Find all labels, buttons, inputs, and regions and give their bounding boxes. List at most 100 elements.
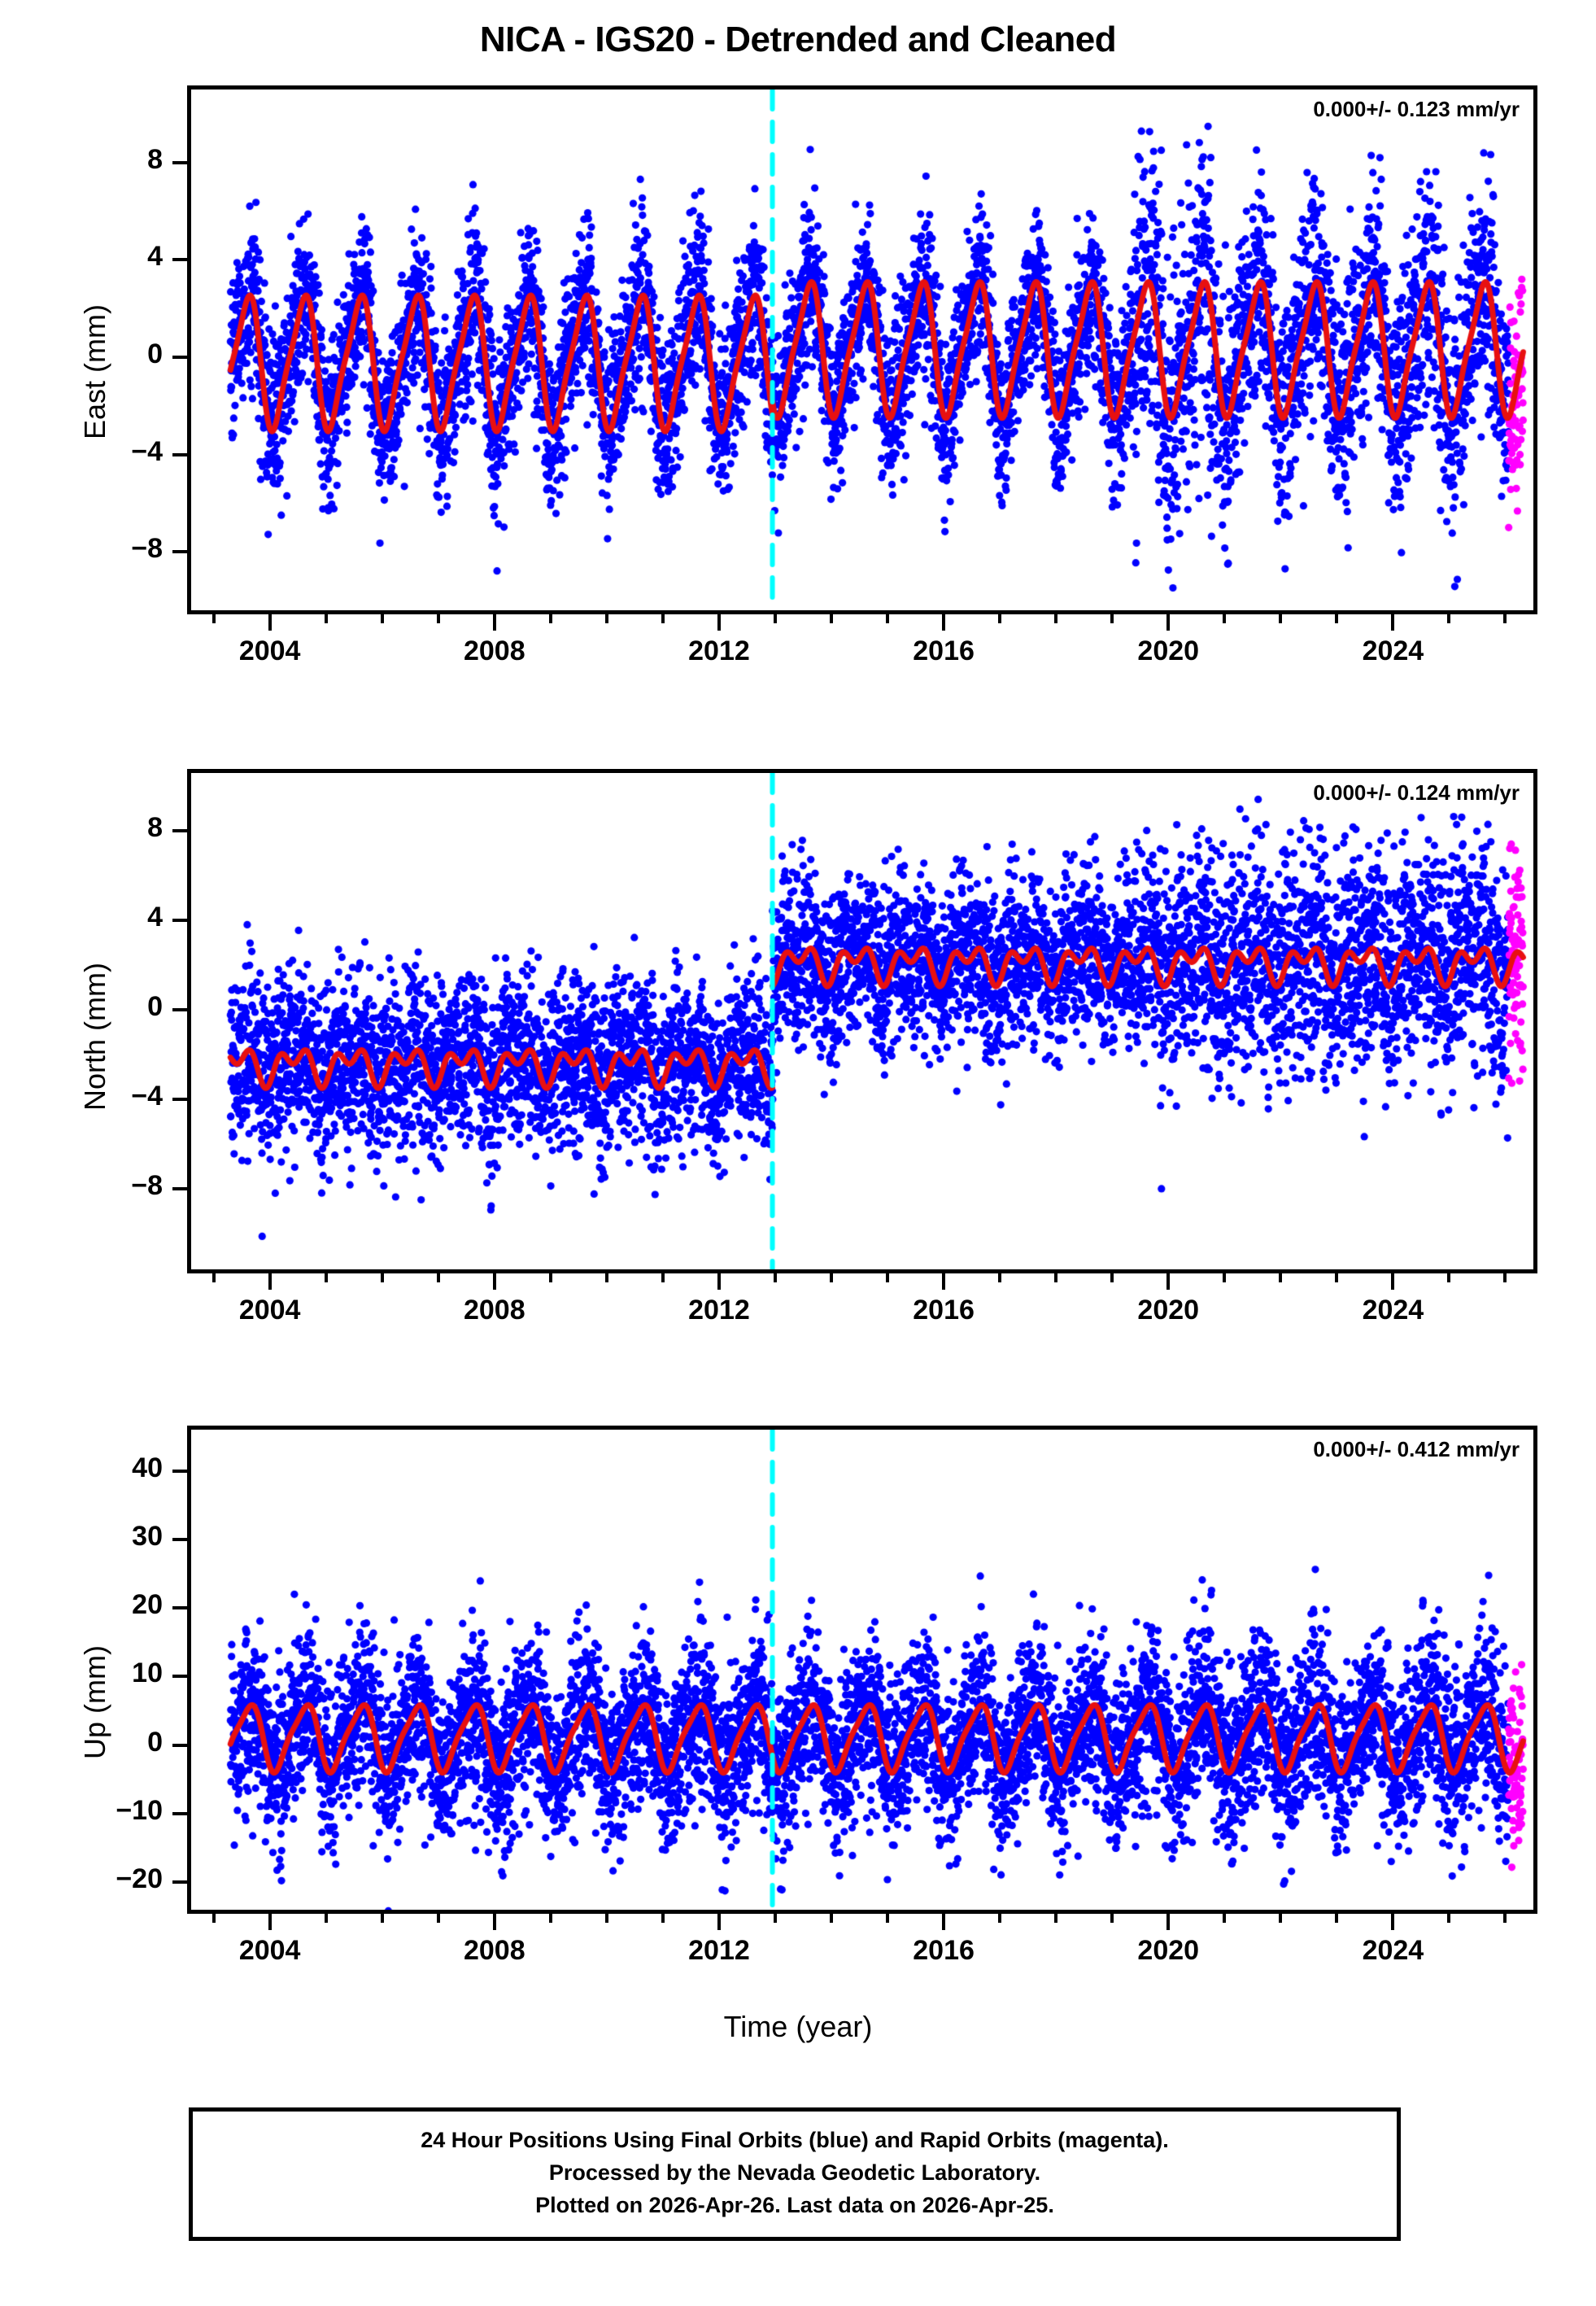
x-minor-tick-east-2015 [886, 614, 890, 623]
y-tick-up--20 [172, 1880, 187, 1885]
x-minor-tick-up-2007 [436, 1914, 440, 1923]
x-major-tick-north-2016 [942, 1273, 946, 1290]
x-major-tick-up-2008 [492, 1914, 496, 1930]
x-major-tick-up-2024 [1391, 1914, 1395, 1930]
x-tick-label-east-2004: 2004 [238, 635, 301, 666]
x-major-tick-east-2024 [1391, 614, 1395, 631]
x-tick-label-north-2024: 2024 [1362, 1295, 1424, 1326]
y-tick-label-up-20: 20 [132, 1589, 163, 1621]
x-minor-tick-up-2018 [1054, 1914, 1058, 1923]
timeseries-plot-east [191, 90, 1533, 610]
plot-panel-north: 0.000+/- 0.124 mm/yr [187, 769, 1537, 1273]
x-tick-label-east-2012: 2012 [688, 635, 750, 666]
x-minor-tick-north-2023 [1335, 1273, 1339, 1282]
x-minor-tick-east-2007 [436, 614, 440, 623]
x-minor-tick-north-2015 [886, 1273, 890, 1282]
x-minor-tick-up-2023 [1335, 1914, 1339, 1923]
x-minor-tick-east-2014 [830, 614, 834, 623]
plot-panel-east: 0.000+/- 0.123 mm/yr [187, 85, 1537, 614]
y-tick-east-0 [172, 355, 187, 359]
x-minor-tick-up-2010 [604, 1914, 608, 1923]
x-tick-label-up-2020: 2020 [1137, 1935, 1200, 1966]
y-tick-up-30 [172, 1537, 187, 1541]
x-minor-tick-up-2022 [1279, 1914, 1283, 1923]
x-minor-tick-up-2021 [1223, 1914, 1227, 1923]
x-major-tick-north-2024 [1391, 1273, 1395, 1290]
y-tick-label-up--20: −20 [116, 1863, 163, 1895]
timeseries-plot-north [191, 773, 1533, 1269]
x-minor-tick-up-2014 [830, 1914, 834, 1923]
x-minor-tick-north-2010 [604, 1273, 608, 1282]
x-major-tick-east-2012 [717, 614, 721, 631]
y-tick-north-0 [172, 1008, 187, 1012]
x-minor-tick-east-2006 [380, 614, 384, 623]
x-minor-tick-north-2026 [1503, 1273, 1507, 1282]
x-minor-tick-up-2019 [1110, 1914, 1114, 1923]
x-minor-tick-north-2021 [1223, 1273, 1227, 1282]
x-minor-tick-up-2026 [1503, 1914, 1507, 1923]
y-tick-label-up-10: 10 [132, 1657, 163, 1689]
x-minor-tick-north-2011 [661, 1273, 665, 1282]
x-major-tick-north-2008 [492, 1273, 496, 1290]
y-tick-label-up-0: 0 [147, 1726, 163, 1758]
y-tick-label-east--8: −8 [131, 533, 163, 565]
x-minor-tick-north-2013 [773, 1273, 777, 1282]
y-tick-east-4 [172, 258, 187, 262]
x-tick-label-up-2012: 2012 [688, 1935, 750, 1966]
x-minor-tick-east-2011 [661, 614, 665, 623]
y-tick-up-10 [172, 1675, 187, 1679]
y-tick-label-up-30: 30 [132, 1520, 163, 1552]
footer-line-1: 24 Hour Positions Using Final Orbits (bl… [421, 2128, 1169, 2152]
x-minor-tick-east-2010 [604, 614, 608, 623]
plot-panel-up: 0.000+/- 0.412 mm/yr [187, 1426, 1537, 1914]
y-tick-east--4 [172, 452, 187, 456]
x-major-tick-north-2020 [1166, 1273, 1171, 1290]
y-tick-north--4 [172, 1098, 187, 1102]
y-tick-up-0 [172, 1743, 187, 1747]
x-minor-tick-east-2018 [1054, 614, 1058, 623]
x-minor-tick-east-2026 [1503, 614, 1507, 623]
y-tick-label-east-8: 8 [147, 143, 163, 175]
x-major-tick-east-2016 [942, 614, 946, 631]
footer-line-2: Processed by the Nevada Geodetic Laborat… [548, 2160, 1041, 2185]
x-minor-tick-east-2025 [1447, 614, 1451, 623]
rate-annotation-north: 0.000+/- 0.124 mm/yr [1313, 780, 1520, 805]
x-minor-tick-up-2009 [548, 1914, 552, 1923]
x-minor-tick-north-2019 [1110, 1273, 1114, 1282]
x-tick-label-east-2020: 2020 [1137, 635, 1200, 666]
x-major-tick-up-2004 [268, 1914, 272, 1930]
x-minor-tick-up-2003 [211, 1914, 216, 1923]
x-minor-tick-north-2003 [211, 1273, 216, 1282]
x-major-tick-up-2016 [942, 1914, 946, 1930]
x-minor-tick-east-2005 [324, 614, 328, 623]
x-tick-label-north-2008: 2008 [463, 1295, 525, 1326]
x-axis-title: Time (year) [723, 2010, 873, 2043]
y-tick-label-north-8: 8 [147, 812, 163, 844]
x-minor-tick-north-2006 [380, 1273, 384, 1282]
x-major-tick-east-2020 [1166, 614, 1171, 631]
x-minor-tick-up-2011 [661, 1914, 665, 1923]
y-tick-up--10 [172, 1812, 187, 1815]
x-minor-tick-up-2015 [886, 1914, 890, 1923]
x-tick-label-east-2016: 2016 [913, 635, 975, 666]
x-minor-tick-east-2021 [1223, 614, 1227, 623]
x-minor-tick-east-2022 [1279, 614, 1283, 623]
page-title: NICA - IGS20 - Detrended and Cleaned [479, 20, 1117, 59]
x-minor-tick-up-2025 [1447, 1914, 1451, 1923]
x-minor-tick-north-2017 [998, 1273, 1002, 1282]
timeseries-plot-up [191, 1430, 1533, 1910]
footer-note-box: 24 Hour Positions Using Final Orbits (bl… [189, 2107, 1401, 2241]
x-minor-tick-east-2017 [998, 614, 1002, 623]
x-major-tick-east-2008 [492, 614, 496, 631]
x-tick-label-north-2020: 2020 [1137, 1295, 1200, 1326]
x-tick-label-east-2024: 2024 [1362, 635, 1424, 666]
x-major-tick-east-2004 [268, 614, 272, 631]
x-tick-label-up-2024: 2024 [1362, 1935, 1424, 1966]
x-minor-tick-north-2009 [548, 1273, 552, 1282]
x-major-tick-up-2020 [1166, 1914, 1171, 1930]
y-tick-label-up--10: −10 [116, 1795, 163, 1826]
y-tick-up-40 [172, 1469, 187, 1473]
x-tick-label-east-2008: 2008 [463, 635, 525, 666]
x-major-tick-north-2012 [717, 1273, 721, 1290]
